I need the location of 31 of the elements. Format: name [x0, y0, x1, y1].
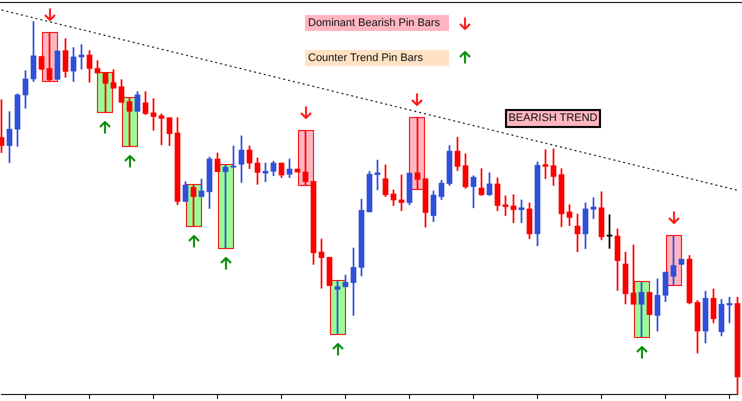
candlestick: [374, 160, 380, 190]
candlestick: [670, 236, 676, 286]
candlestick: [334, 280, 340, 334]
candlestick: [518, 200, 524, 223]
candlestick: [510, 194, 516, 223]
candlestick: [398, 174, 404, 212]
annotation: BEARISH TREND: [505, 109, 601, 128]
candlestick: [78, 44, 84, 70]
candlestick: [726, 296, 732, 324]
annotation: Dominant Bearish Pin Bars: [305, 15, 449, 31]
candlestick: [542, 149, 548, 180]
candlestick: [638, 282, 644, 337]
candlestick: [158, 114, 164, 146]
candlestick: [630, 244, 636, 305]
annotation: Counter Trend Pin Bars: [305, 50, 449, 66]
candlestick: [262, 162, 268, 182]
candlestick: [222, 164, 228, 248]
candlestick: [0, 99, 4, 153]
candlestick: [190, 184, 196, 227]
candlestick: [230, 146, 236, 168]
candlestick: [302, 130, 308, 186]
candlestick: [150, 98, 156, 131]
candlestick: [414, 117, 420, 190]
candlestick: [350, 248, 356, 316]
candlestick: [46, 33, 52, 82]
candlestick: [590, 197, 596, 219]
candlestick: [574, 214, 580, 252]
candlestick: [606, 214, 612, 249]
candlestick: [126, 98, 132, 146]
candlestick: [318, 238, 324, 289]
candlestick: [502, 196, 508, 216]
